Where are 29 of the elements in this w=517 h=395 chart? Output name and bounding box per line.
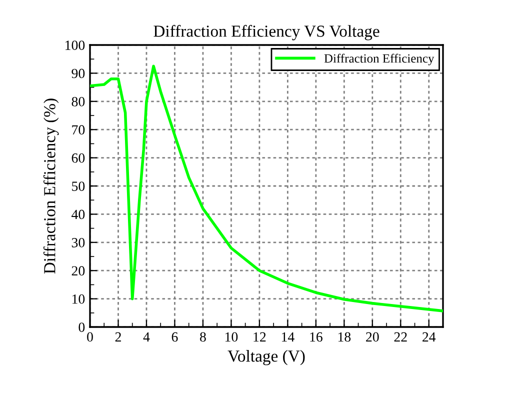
y-tick-label: 60 [72, 153, 85, 163]
y-tick-label: 90 [72, 68, 85, 78]
y-tick-label: 70 [72, 125, 85, 135]
x-tick-label: 18 [338, 332, 351, 342]
x-tick-label: 8 [200, 332, 206, 342]
x-tick-label: 14 [282, 332, 294, 342]
y-tick-label: 10 [72, 294, 85, 304]
x-tick-label: 12 [254, 332, 266, 342]
chart-title: Diffraction Efficiency VS Voltage [154, 24, 380, 40]
y-tick-label: 80 [72, 96, 85, 106]
line-series [90, 64, 443, 312]
x-tick-label: 2 [115, 332, 121, 342]
x-tick-label: 20 [366, 332, 379, 342]
y-tick-label: 100 [66, 40, 85, 50]
y-tick-label: 20 [72, 266, 85, 276]
x-tick-label: 4 [143, 332, 150, 342]
x-tick-label: 0 [87, 332, 93, 342]
x-axis-title: Voltage (V) [228, 350, 305, 366]
y-axis-title: Diffraction Efficiency (%) [43, 98, 59, 274]
x-tick-label: 6 [172, 332, 178, 342]
x-tick-label: 10 [225, 332, 238, 342]
x-tick-label: 24 [422, 332, 436, 342]
y-tick-label: 40 [72, 210, 85, 220]
legend-label: Diffraction Efficiency [324, 54, 434, 66]
y-tick-label: 0 [78, 322, 85, 332]
x-tick-label: 22 [394, 332, 407, 342]
y-tick-label: 50 [72, 182, 85, 191]
y-tick-label: 30 [72, 238, 85, 248]
x-tick-label: 16 [310, 332, 322, 342]
